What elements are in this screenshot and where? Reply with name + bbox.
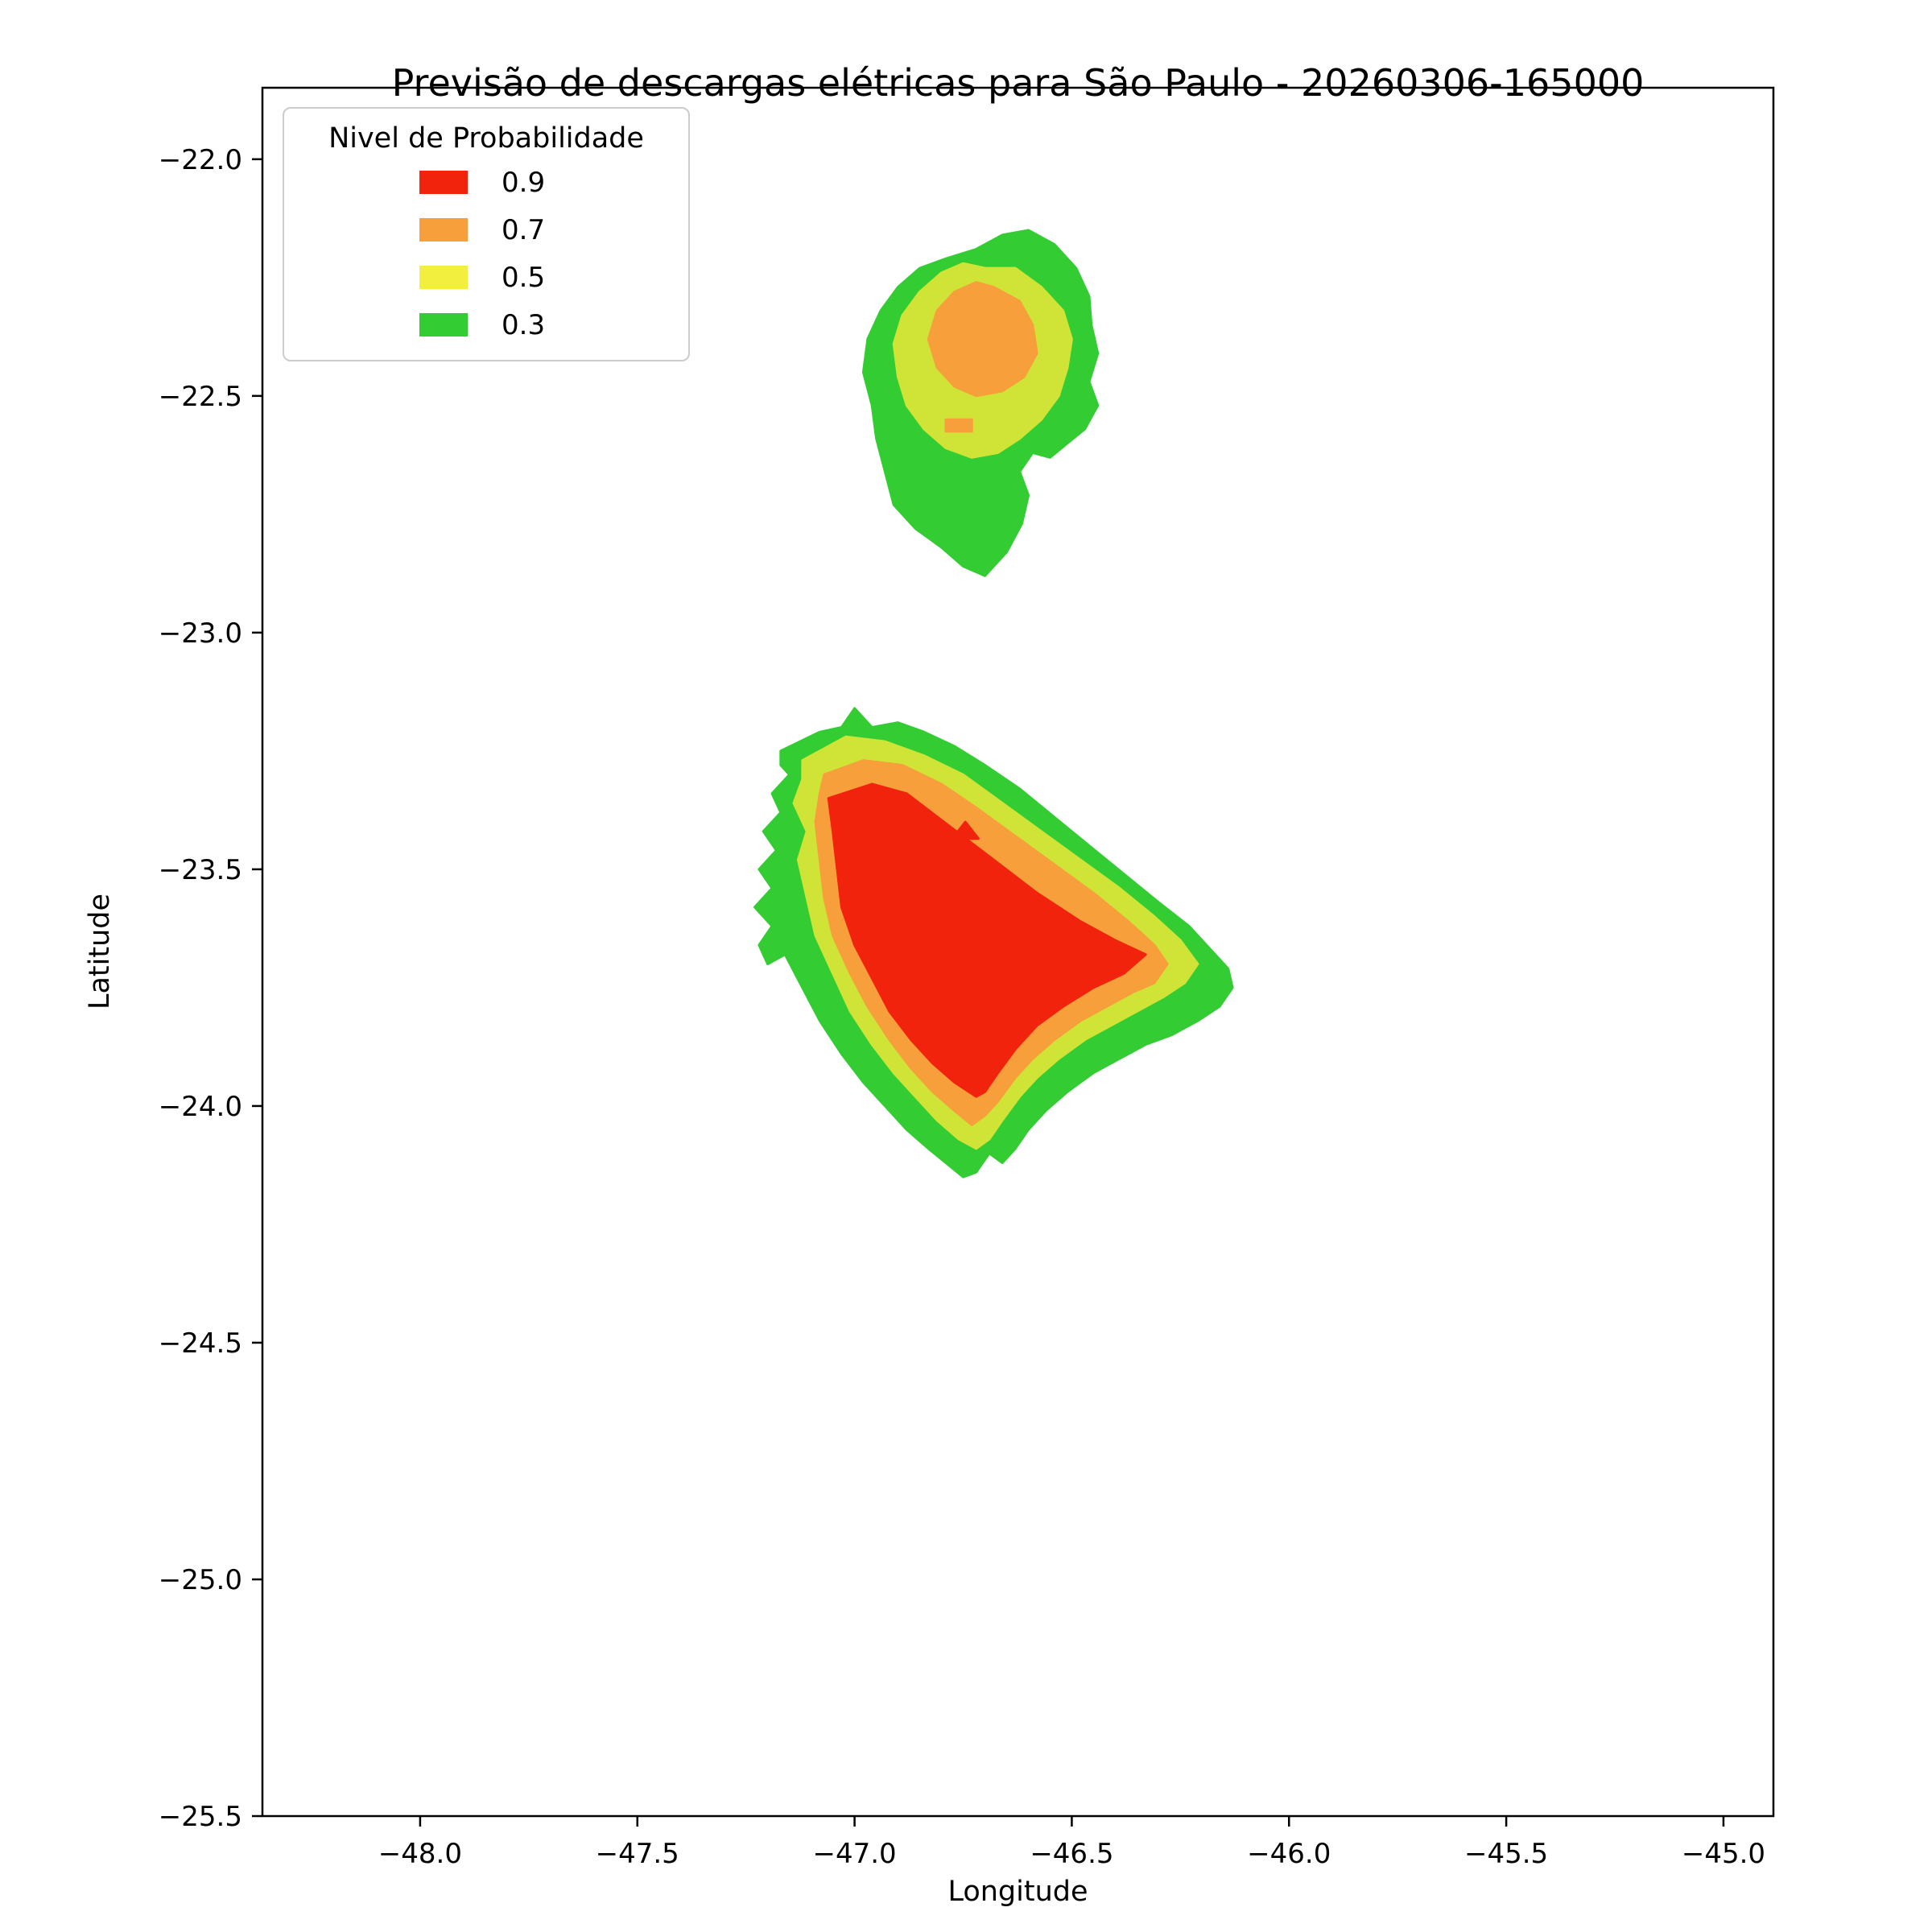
legend-entry-label: 0.7: [502, 213, 546, 246]
y-tick-label: −23.5: [159, 854, 242, 886]
chart-title: Previsão de descargas elétricas para São…: [391, 61, 1645, 105]
y-tick-label: −25.0: [159, 1564, 242, 1596]
x-axis-label: Longitude: [947, 1876, 1088, 1908]
legend-entry-label: 0.5: [502, 261, 546, 294]
north-cell-level-0.7: [927, 281, 1038, 398]
plot-frame: [261, 86, 1775, 1818]
y-tick-label: −24.0: [159, 1091, 242, 1123]
y-tick-label: −22.5: [159, 381, 242, 413]
legend-entry-label: 0.3: [502, 308, 546, 341]
south-cell-level-0.9: [827, 782, 1147, 1098]
legend-title: Nivel de Probabilidade: [328, 122, 644, 155]
x-tick-label: −47.0: [812, 1838, 896, 1870]
y-tick-label: −25.5: [159, 1801, 242, 1833]
legend-entry: 0.3: [284, 301, 688, 349]
x-tick-label: −48.0: [378, 1838, 462, 1870]
legend-swatch-0.9-icon: [419, 171, 468, 194]
y-tick-label: −24.5: [159, 1327, 242, 1360]
legend-entry: 0.9: [284, 159, 688, 206]
legend-entry-label: 0.9: [502, 166, 546, 199]
x-tick-label: −45.5: [1464, 1838, 1548, 1870]
x-tick-label: −46.5: [1030, 1838, 1113, 1870]
legend-swatch-0.5-icon: [419, 266, 468, 289]
north-cell-level-0.7-sliver: [944, 418, 973, 433]
x-tick-label: −45.0: [1682, 1838, 1765, 1870]
legend-entry: 0.7: [284, 206, 688, 254]
x-tick-label: −46.0: [1247, 1838, 1331, 1870]
legend-entry: 0.5: [284, 254, 688, 301]
south-cell-level-0.9-speck: [951, 820, 980, 840]
legend: Nivel de Probabilidade 0.9 0.7 0.5 0.3: [283, 107, 690, 361]
y-axis-label: Latitude: [84, 893, 116, 1010]
y-tick-label: −22.0: [159, 144, 242, 176]
y-tick-label: −23.0: [159, 617, 242, 650]
legend-swatch-0.7-icon: [419, 218, 468, 242]
legend-swatch-0.3-icon: [419, 313, 468, 336]
x-tick-label: −47.5: [596, 1838, 679, 1870]
